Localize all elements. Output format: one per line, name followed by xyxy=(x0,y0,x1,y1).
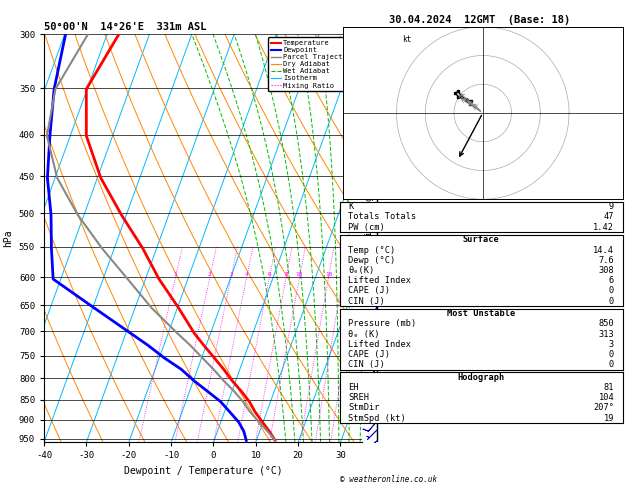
Text: 16: 16 xyxy=(325,272,332,278)
Text: EH: EH xyxy=(348,383,359,392)
Y-axis label: hPa: hPa xyxy=(3,229,13,247)
Text: 20: 20 xyxy=(339,272,347,278)
Text: 6: 6 xyxy=(398,217,403,226)
Text: Surface: Surface xyxy=(463,235,499,244)
Text: 2: 2 xyxy=(208,272,212,278)
Text: 14.4: 14.4 xyxy=(593,245,614,255)
Text: 207°: 207° xyxy=(593,403,614,413)
Text: 8: 8 xyxy=(398,127,403,136)
Text: 10: 10 xyxy=(296,272,303,278)
Text: 47: 47 xyxy=(604,212,614,222)
Text: 5: 5 xyxy=(398,259,403,267)
Text: StmDir: StmDir xyxy=(348,403,380,413)
Text: 6: 6 xyxy=(609,276,614,285)
Text: 313: 313 xyxy=(598,330,614,339)
Text: 0: 0 xyxy=(609,350,614,359)
Text: Pressure (mb): Pressure (mb) xyxy=(348,319,416,329)
Text: 30.04.2024  12GMT  (Base: 18): 30.04.2024 12GMT (Base: 18) xyxy=(389,15,571,25)
Text: 104: 104 xyxy=(598,393,614,402)
Text: 2: 2 xyxy=(398,377,403,386)
Text: Most Unstable: Most Unstable xyxy=(447,309,515,318)
Text: 6: 6 xyxy=(267,272,271,278)
Text: kt: kt xyxy=(402,35,411,44)
Text: 1: 1 xyxy=(174,272,177,278)
Text: 1.42: 1.42 xyxy=(593,223,614,232)
Text: StmSpd (kt): StmSpd (kt) xyxy=(348,414,406,423)
Text: Totals Totals: Totals Totals xyxy=(348,212,416,222)
Text: θₑ(K): θₑ(K) xyxy=(348,266,374,275)
Text: 9: 9 xyxy=(609,202,614,211)
Text: 850: 850 xyxy=(598,319,614,329)
Text: Dewp (°C): Dewp (°C) xyxy=(348,256,396,265)
Text: 308: 308 xyxy=(598,266,614,275)
Text: 1: 1 xyxy=(398,415,403,423)
Text: © weatheronline.co.uk: © weatheronline.co.uk xyxy=(340,474,437,484)
Text: 4: 4 xyxy=(398,299,403,308)
Text: 81: 81 xyxy=(604,383,614,392)
Text: 4: 4 xyxy=(245,272,248,278)
Text: 0: 0 xyxy=(609,296,614,306)
Text: 25: 25 xyxy=(353,272,361,278)
Text: 3: 3 xyxy=(609,340,614,349)
Text: 3: 3 xyxy=(229,272,233,278)
Text: 50°00'N  14°26'E  331m ASL: 50°00'N 14°26'E 331m ASL xyxy=(44,22,206,32)
Text: K: K xyxy=(348,202,353,211)
Text: CIN (J): CIN (J) xyxy=(348,360,385,369)
Text: Temp (°C): Temp (°C) xyxy=(348,245,396,255)
Text: Lifted Index: Lifted Index xyxy=(348,276,411,285)
Text: 8: 8 xyxy=(284,272,288,278)
Text: CAPE (J): CAPE (J) xyxy=(348,350,390,359)
Text: 19: 19 xyxy=(604,414,614,423)
Legend: Temperature, Dewpoint, Parcel Trajectory, Dry Adiabat, Wet Adiabat, Isotherm, Mi: Temperature, Dewpoint, Parcel Trajectory… xyxy=(268,37,358,91)
Text: Lifted Index: Lifted Index xyxy=(348,340,411,349)
Text: CIN (J): CIN (J) xyxy=(348,296,385,306)
Text: SREH: SREH xyxy=(348,393,369,402)
Text: 0: 0 xyxy=(609,360,614,369)
Text: ASL: ASL xyxy=(398,34,412,43)
Text: LCL: LCL xyxy=(364,417,377,426)
X-axis label: Dewpoint / Temperature (°C): Dewpoint / Temperature (°C) xyxy=(123,466,282,476)
Text: Hodograph: Hodograph xyxy=(457,373,505,382)
Text: 7.6: 7.6 xyxy=(598,256,614,265)
Text: Mixing Ratio (g/kg): Mixing Ratio (g/kg) xyxy=(365,191,374,286)
Text: km: km xyxy=(398,32,407,41)
Text: PW (cm): PW (cm) xyxy=(348,223,385,232)
Text: θₑ (K): θₑ (K) xyxy=(348,330,380,339)
Text: CAPE (J): CAPE (J) xyxy=(348,286,390,295)
Text: 3: 3 xyxy=(398,339,403,348)
Text: 0: 0 xyxy=(609,286,614,295)
Text: 7: 7 xyxy=(398,174,403,182)
